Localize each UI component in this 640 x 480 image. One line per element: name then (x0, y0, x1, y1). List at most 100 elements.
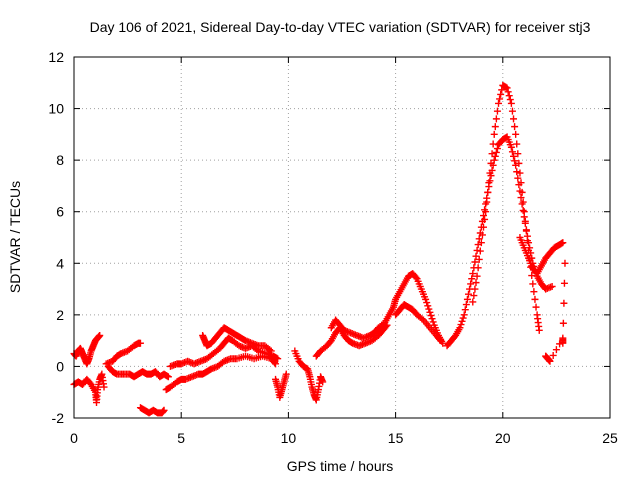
data-point (507, 99, 515, 107)
data-point (529, 280, 537, 288)
y-axis-label: SDTVAR / TECUs (7, 181, 23, 293)
data-point (462, 301, 470, 309)
x-tick-label: 10 (281, 430, 297, 446)
series-group (542, 259, 569, 365)
data-point (517, 194, 525, 202)
data-point (468, 275, 476, 283)
data-point (319, 378, 327, 386)
data-points (70, 81, 569, 417)
data-point (504, 88, 512, 96)
data-point (523, 237, 531, 245)
data-point (412, 273, 420, 281)
x-tick-label: 20 (495, 430, 511, 446)
data-point (475, 235, 483, 243)
series-group (70, 331, 104, 368)
data-point (477, 239, 485, 247)
data-point (266, 346, 274, 354)
data-point (475, 255, 483, 263)
data-point (528, 272, 536, 280)
x-tick-label: 15 (388, 430, 404, 446)
data-point (548, 282, 556, 290)
data-point (478, 231, 486, 239)
data-point (531, 295, 539, 303)
axis-ticks: 0 5 10 15 20 25 -2 0 2 4 6 8 10 12 (48, 49, 618, 446)
data-point (519, 206, 527, 214)
data-point (560, 299, 568, 307)
series-group (70, 370, 108, 407)
data-point (469, 270, 477, 278)
y-tick-label: 12 (48, 49, 64, 65)
data-point (493, 145, 501, 153)
series-group (162, 352, 280, 394)
data-point (482, 208, 490, 216)
data-point (459, 314, 467, 322)
data-point (427, 312, 435, 320)
data-point (513, 168, 521, 176)
y-tick-label: -2 (52, 410, 65, 426)
data-point (463, 295, 471, 303)
data-point (490, 156, 498, 164)
data-point (559, 319, 567, 327)
data-point (428, 315, 436, 323)
data-point (472, 279, 480, 287)
data-point (469, 298, 477, 306)
data-point (458, 317, 466, 325)
data-point (488, 150, 496, 158)
y-tick-label: 4 (56, 255, 64, 271)
x-tick-label: 25 (602, 430, 618, 446)
data-point (436, 335, 444, 343)
data-point (519, 198, 527, 206)
series-group (291, 347, 327, 404)
series-group (469, 81, 543, 334)
data-point (473, 272, 481, 280)
data-point (476, 247, 484, 255)
data-point (480, 212, 488, 220)
data-point (464, 290, 472, 298)
data-point (511, 123, 519, 131)
data-point (267, 347, 275, 355)
series-group (392, 301, 445, 345)
data-point (559, 239, 567, 247)
data-point (423, 299, 431, 307)
data-point (522, 227, 530, 235)
data-point (491, 123, 499, 131)
data-point (492, 148, 500, 156)
data-point (497, 90, 505, 98)
data-point (418, 315, 426, 323)
data-point (467, 280, 475, 288)
series-group (102, 339, 144, 368)
data-point (474, 264, 482, 272)
data-point (510, 115, 518, 123)
data-point (552, 346, 560, 354)
data-point (549, 351, 557, 359)
data-point (520, 208, 528, 216)
data-point (136, 339, 144, 347)
data-point (506, 96, 514, 104)
data-point (518, 188, 526, 196)
data-point (513, 140, 521, 148)
data-point (480, 223, 488, 231)
data-point (511, 157, 519, 165)
data-point (535, 326, 543, 334)
y-tick-label: 2 (56, 307, 64, 323)
data-point (521, 217, 529, 225)
data-point (560, 279, 568, 287)
chart-title: Day 106 of 2021, Sidereal Day-to-day VTE… (90, 19, 591, 35)
series-group (327, 270, 447, 347)
data-point (486, 169, 494, 177)
data-point (274, 355, 282, 363)
data-point (483, 198, 491, 206)
data-point (460, 311, 468, 319)
data-point (471, 285, 479, 293)
y-tick-label: 10 (48, 101, 64, 117)
data-point (485, 179, 493, 187)
data-point (437, 337, 445, 345)
data-point (100, 383, 108, 391)
data-point (508, 148, 516, 156)
data-point (426, 308, 434, 316)
y-tick-label: 0 (56, 358, 64, 374)
data-point (512, 130, 520, 138)
data-point (282, 370, 290, 378)
data-point (546, 357, 554, 365)
